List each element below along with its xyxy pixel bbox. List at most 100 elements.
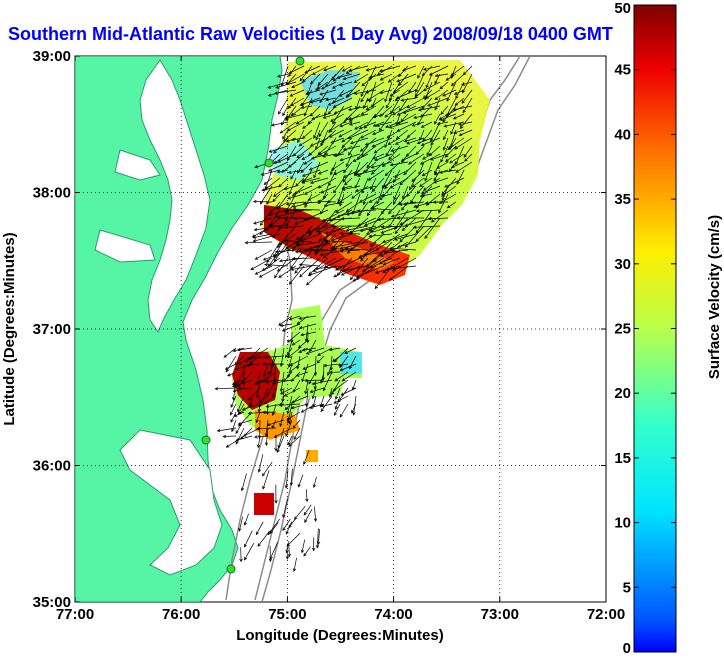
velocity-arrow	[308, 161, 329, 171]
velocity-arrow	[438, 193, 449, 214]
velocity-arrow	[303, 450, 310, 466]
colorbar-tick-label: 10	[614, 515, 631, 532]
colorbar-tick-label: 0	[623, 640, 631, 657]
velocity-arrow	[306, 225, 329, 233]
velocity-arrow	[449, 153, 465, 164]
velocity-arrow	[394, 137, 409, 145]
velocity-arrow	[328, 129, 345, 138]
velocity-arrow	[441, 185, 449, 202]
colorbar: 0 5 10 15 20 25 30 35 40 45 50 Surface Velocity (c…	[614, 0, 723, 657]
radar-station	[295, 56, 305, 66]
velocity-arrow	[333, 177, 345, 194]
velocity-arrow	[406, 137, 425, 145]
velocity-arrow	[403, 137, 417, 143]
velocity-arrow	[293, 185, 313, 195]
velocity-arrow	[392, 257, 417, 272]
velocity-arrow	[462, 97, 473, 114]
pamlico-sound	[119, 429, 223, 576]
velocity-arrow	[287, 347, 301, 359]
velocity-arrow	[278, 403, 301, 407]
velocity-arrow	[384, 81, 393, 103]
velocity-arrow	[379, 89, 393, 95]
velocity-arrow	[371, 161, 385, 175]
velocity-arrow	[291, 395, 309, 404]
velocity-arrow	[385, 121, 401, 128]
velocity-arrow	[261, 185, 281, 192]
velocity-arrow	[313, 506, 318, 522]
velocity-arrow	[279, 121, 297, 134]
velocity-arrow	[374, 265, 393, 290]
colorbar-gradient	[633, 4, 677, 653]
velocity-arrow	[351, 403, 357, 414]
velocity-arrow	[366, 225, 393, 235]
velocity-arrow	[436, 121, 449, 126]
velocity-arrow	[287, 193, 305, 200]
velocity-arrow	[289, 355, 309, 366]
velocity-arrow	[434, 73, 449, 78]
velocity-arrow	[387, 137, 401, 145]
velocity-arrow	[340, 387, 357, 396]
velocity-arrow	[264, 427, 269, 447]
velocity-arrow	[284, 113, 305, 120]
velocity-arrow	[327, 97, 345, 106]
velocity-arrow	[295, 225, 321, 240]
velocity-arrow	[301, 153, 313, 160]
velocity-vectors	[214, 65, 473, 573]
velocity-arrow	[309, 387, 325, 393]
velocity-arrow	[278, 233, 297, 246]
velocity-arrow	[436, 161, 449, 169]
velocity-arrow	[297, 339, 309, 349]
velocity-arrow	[252, 199, 273, 204]
velocity-arrow	[348, 113, 369, 121]
velocity-arrow	[377, 217, 401, 222]
velocity-arrow	[236, 386, 253, 391]
velocity-arrow	[339, 403, 349, 418]
velocity-arrow	[320, 395, 333, 413]
velocity-arrow	[288, 518, 296, 529]
velocity-arrow	[244, 530, 253, 548]
velocity-arrow	[268, 545, 273, 563]
velocity-arrow	[447, 137, 465, 150]
velocity-arrow	[335, 201, 353, 213]
velocity-arrow	[289, 468, 293, 487]
velocity-arrow	[398, 201, 417, 206]
velocity-arrow	[269, 201, 281, 214]
velocity-arrow	[419, 193, 433, 198]
velocity-arrow	[365, 65, 385, 72]
map-title: Southern Mid-Atlantic Raw Velocities (1 …	[8, 24, 613, 44]
velocity-arrow	[347, 129, 369, 140]
velocity-arrow	[302, 363, 317, 370]
velocity-arrow	[455, 161, 473, 173]
velocity-arrow	[380, 225, 409, 229]
velocity-arrow	[417, 105, 441, 112]
velocity-arrow	[450, 137, 457, 148]
velocity-arrow	[438, 169, 457, 174]
velocity-arrow	[332, 97, 353, 108]
velocity-arrow	[309, 403, 325, 409]
velocity-arrow	[344, 246, 369, 251]
velocity-arrow	[330, 113, 345, 122]
velocity-arrow	[352, 153, 369, 162]
velocity-arrow	[289, 89, 305, 97]
velocity-arrow	[311, 113, 329, 120]
velocity-arrow	[366, 153, 377, 169]
velocity-arrow	[456, 169, 465, 185]
velocity-arrow	[322, 113, 337, 119]
velocity-arrow	[334, 395, 341, 410]
velocity-arrow	[288, 363, 301, 373]
velocity-arrow	[433, 169, 441, 182]
velocity-arrow	[317, 145, 329, 155]
velocity-arrow	[328, 121, 345, 132]
velocity-arrow	[244, 543, 255, 561]
velocity-arrow	[293, 217, 313, 225]
velocity-arrow	[420, 121, 433, 128]
velocity-arrow	[282, 216, 305, 220]
velocity-arrow	[417, 65, 425, 79]
velocity-arrow	[372, 129, 385, 136]
land-mass	[75, 56, 283, 602]
velocity-arrow	[224, 363, 237, 370]
velocity-arrow	[394, 217, 409, 235]
velocity-arrow	[318, 225, 345, 242]
velocity-arrow	[267, 81, 289, 89]
radar-station	[226, 564, 236, 574]
